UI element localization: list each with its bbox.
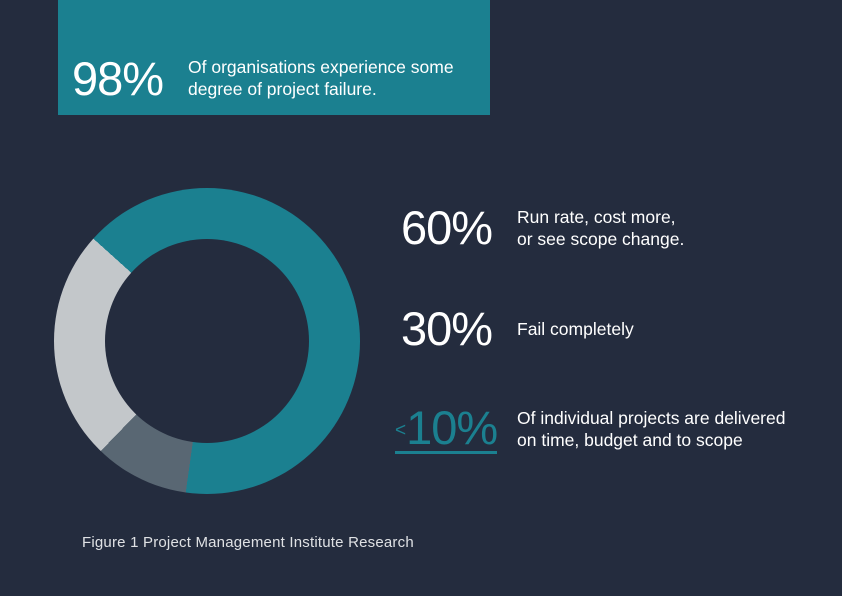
donut-chart: [54, 188, 360, 494]
stat-value-10-underlined: <10%: [395, 401, 498, 454]
stat-description-60-line1: Run rate, cost more,: [517, 206, 676, 227]
stat-description-10-line1: Of individual projects are delivered: [517, 408, 786, 428]
stat-value-30: 30%: [401, 302, 493, 355]
stat-row-60-percent: 60% Run rate, cost more, or see scope ch…: [401, 204, 684, 251]
stat-number-10: <10%: [395, 404, 517, 454]
figure-caption: Figure 1 Project Management Institute Re…: [82, 534, 414, 551]
stat-description-60: Run rate, cost more, or see scope change…: [517, 206, 684, 250]
stat-description-30-line1: Fail completely: [517, 318, 634, 339]
stat-number-30: 30%: [401, 305, 517, 352]
stat-description-10: Of individual projects are delivered on …: [517, 407, 785, 451]
stat-description-30: Fail completely: [517, 318, 634, 340]
stat-row-30-percent: 30% Fail completely: [401, 305, 634, 352]
less-than-symbol: <: [395, 420, 407, 442]
headline-banner: 98% Of organisations experience some deg…: [58, 0, 490, 115]
stat-number-60: 60%: [401, 204, 517, 251]
stat-row-10-percent: <10% Of individual projects are delivere…: [395, 404, 785, 454]
headline-description-line2: degree of project failure.: [188, 79, 377, 99]
headline-value: 98%: [72, 52, 164, 105]
headline-description: Of organisations experience some degree …: [188, 56, 454, 100]
stat-description-60-line2: or see scope change.: [517, 228, 685, 249]
donut-hole: [105, 239, 309, 443]
stat-description-10-line2: on time, budget and to scope: [517, 430, 743, 450]
stat-value-60: 60%: [401, 201, 493, 254]
headline-description-line1: Of organisations experience some: [188, 57, 454, 77]
stat-value-10: 10%: [406, 401, 498, 454]
